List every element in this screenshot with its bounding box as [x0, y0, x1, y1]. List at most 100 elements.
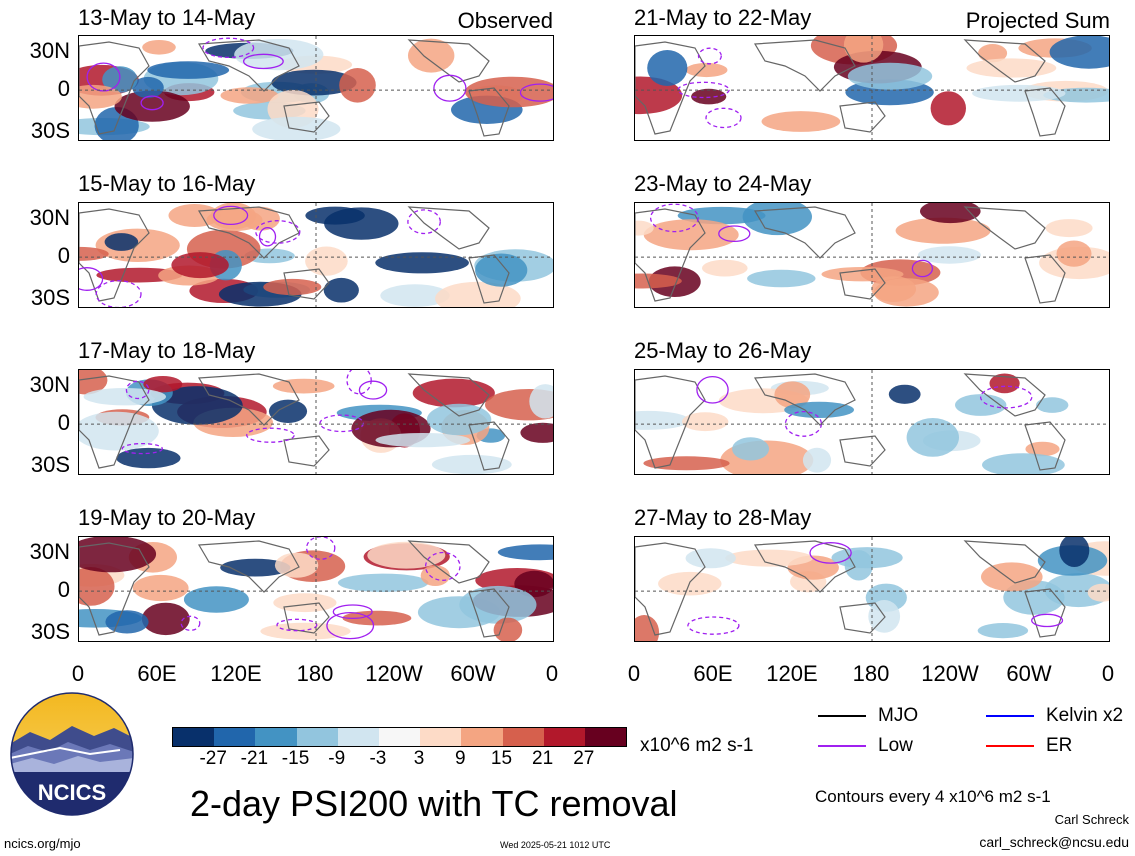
low-contour: [809, 542, 852, 564]
anomaly-shading: [529, 384, 553, 419]
footer-author: Carl Schreck: [1054, 812, 1129, 827]
anomaly-shading: [272, 378, 335, 394]
legend-line-low: [818, 745, 866, 747]
anomaly-shading: [375, 433, 471, 448]
anomaly-shading: [691, 88, 727, 105]
low-contour: [326, 611, 375, 640]
lon-label: 0: [1101, 661, 1115, 686]
anomaly-shading: [635, 410, 690, 430]
anomaly-shading: [917, 246, 981, 264]
colorbar-tick-label: 27: [573, 748, 595, 769]
colorbar-bin: [543, 728, 585, 746]
map-panel-left-2: [78, 202, 554, 308]
lat-label-0: 0: [57, 577, 70, 602]
low-contour: [319, 414, 365, 433]
map-panel-right-3: [634, 369, 1110, 475]
anomaly-shading: [497, 544, 553, 561]
anomaly-shading: [274, 552, 319, 578]
anomaly-shading: [514, 570, 553, 598]
anomaly-shading: [1059, 537, 1090, 567]
continent-outline: [635, 39, 1066, 137]
anomaly-shading: [342, 610, 412, 626]
colorbar-bin: [502, 728, 544, 746]
legend-line-er: [986, 745, 1034, 747]
logo-text: NCICS: [38, 780, 106, 805]
anomaly-shading: [141, 602, 190, 636]
legend-label: ER: [1046, 735, 1073, 756]
anomaly-shading: [324, 207, 399, 240]
map-panel-right-4: [634, 536, 1110, 642]
anomaly-shading: [802, 447, 832, 473]
anomaly-shading: [183, 586, 249, 613]
lat-label-30s: 30S: [30, 619, 70, 644]
legend-item-mjo: MJO: [818, 705, 918, 727]
colorbar-units: x10^6 m2 s-1: [640, 735, 754, 756]
legend-item-er: ER: [986, 735, 1072, 757]
continent-outline: [79, 373, 510, 471]
lon-label: 60W: [450, 661, 496, 686]
anomaly-shading: [263, 278, 322, 296]
lon-label: 120W: [921, 661, 979, 686]
anomaly-shading: [643, 456, 730, 471]
anomaly-shading: [1036, 397, 1069, 413]
colorbar-bin: [584, 728, 627, 746]
low-contour: [519, 83, 553, 102]
legend-label: Kelvin x2: [1046, 705, 1124, 726]
panel-title-right-3: 25-May to 26-May: [634, 338, 812, 363]
low-contour: [346, 370, 372, 395]
continent-outline: [79, 39, 510, 137]
colorbar-tick-label: -15: [281, 748, 310, 769]
anomaly-shading: [323, 277, 359, 303]
low-contour: [180, 615, 201, 631]
lon-label: 180: [852, 661, 890, 686]
lat-label-30s: 30S: [30, 452, 70, 477]
anomaly-shading: [685, 62, 728, 78]
colorbar-tick-label: 9: [454, 748, 466, 769]
anomaly-shading: [682, 412, 729, 432]
continent-outline: [79, 540, 510, 638]
legend-label: MJO: [878, 705, 919, 726]
low-contour: [242, 53, 284, 70]
anomaly-shading: [412, 378, 495, 408]
panel-title-left-4: 19-May to 20-May: [78, 505, 256, 530]
anomaly-shading: [977, 623, 1029, 639]
anomaly-shading: [906, 418, 959, 457]
low-contour: [407, 209, 441, 235]
low-contour: [1031, 613, 1064, 628]
lat-label-0: 0: [57, 410, 70, 435]
anomaly-shading: [114, 90, 190, 122]
map-panel-left-1: [78, 35, 554, 141]
anomaly-shading: [888, 384, 921, 404]
anomaly-shading: [635, 76, 683, 115]
low-contour: [687, 616, 740, 635]
anomaly-shading: [171, 252, 229, 279]
lat-label-30n: 30N: [29, 372, 70, 397]
lat-label-0: 0: [57, 76, 70, 101]
low-contour: [718, 225, 751, 243]
low-contour: [86, 62, 121, 92]
anomaly-shading: [702, 259, 748, 277]
anomaly-shading: [79, 84, 122, 109]
colorbar-bin: [255, 728, 297, 746]
anomaly-shading: [79, 537, 157, 573]
continent-outline: [79, 206, 510, 304]
legend-label: Low: [878, 735, 913, 756]
legend-line-kelvin: [986, 715, 1034, 717]
lon-label: 0: [71, 661, 85, 686]
anomaly-shading: [475, 253, 528, 287]
anomaly-shading: [305, 246, 348, 276]
footer-site-link[interactable]: ncics.org/mjo: [4, 836, 81, 851]
lon-label: 120W: [365, 661, 423, 686]
anomaly-shading: [873, 278, 939, 307]
lon-label: 0: [545, 661, 559, 686]
anomaly-shading: [784, 401, 854, 418]
anomaly-shading: [1049, 36, 1109, 69]
map-panel-left-4: [78, 536, 554, 642]
anomaly-shading: [83, 388, 166, 406]
anomaly-shading: [761, 111, 841, 132]
anomaly-shading: [747, 269, 816, 288]
low-contour: [255, 220, 301, 244]
anomaly-shading: [966, 58, 1057, 78]
anomaly-shading: [725, 549, 813, 567]
colorbar-tick-label: -9: [328, 748, 346, 769]
